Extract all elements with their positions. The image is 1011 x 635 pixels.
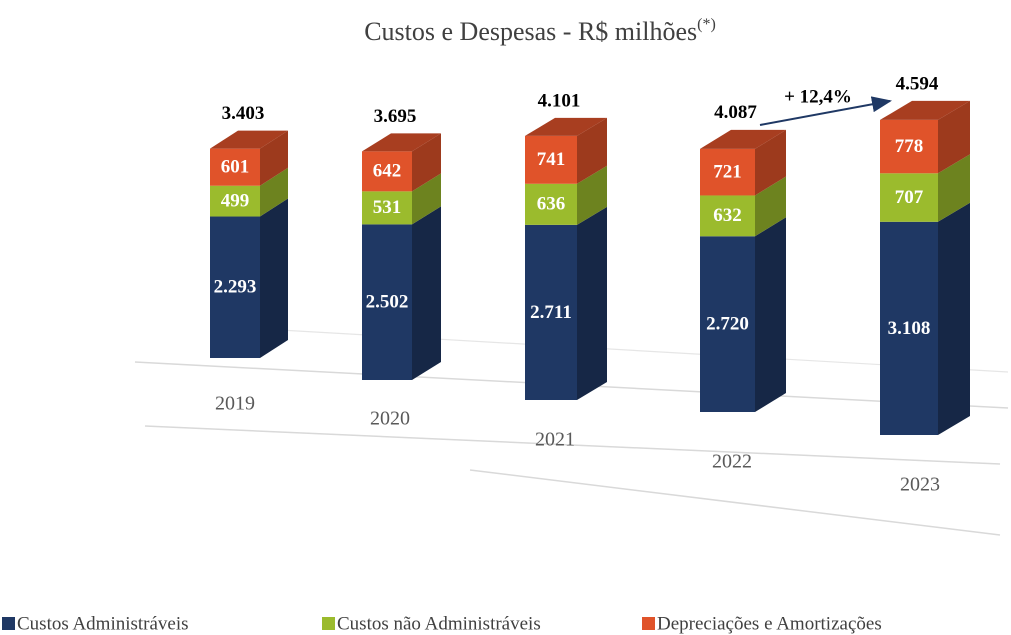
bar-segment-side [577,206,607,400]
value-label: 636 [537,194,566,215]
bar-segment [362,224,412,380]
bar-segment-side [412,206,441,380]
bar-segment [525,224,577,400]
value-label: 778 [895,136,924,157]
x-tick-label: 2023 [900,474,940,496]
value-label: 2.711 [530,302,572,323]
legend-label: Custos Administráveis [17,613,189,634]
x-tick-label: 2020 [370,408,410,430]
legend-label: Depreciações e Amortizações [657,613,882,634]
total-label: 4.594 [896,73,939,94]
bar-segment-side [755,129,786,196]
bar-segment [525,183,577,225]
bar-top [525,117,607,136]
bar-segment [700,195,755,237]
bar-segment [880,221,938,435]
bar-segment-side [938,154,970,222]
bar-segment [210,185,260,217]
bar-segment-side [938,202,970,435]
bar-segment-side [938,100,970,174]
bar-top [880,100,970,120]
bar-top [210,130,288,149]
value-label: 741 [537,149,566,170]
bar-top [700,129,786,149]
bar-segment-side [260,167,288,217]
value-label: 642 [373,161,402,182]
bar-segment [700,236,755,412]
total-label: 4.101 [538,90,581,111]
total-label: 3.695 [374,106,417,127]
bar-segment-side [412,133,441,192]
bar-segment-side [260,198,288,358]
bar-segment-side [577,165,607,225]
bar-segment [362,151,412,192]
value-label: 531 [373,197,402,218]
value-label: 2.720 [706,314,749,335]
bar-segment-side [755,217,786,412]
growth-arrow [759,96,892,126]
value-label: 2.502 [366,292,409,313]
bar-segment [525,135,577,184]
value-label: 499 [221,190,250,211]
total-label: 4.087 [714,102,757,123]
bar-segment [880,119,938,174]
bar-segment-side [577,117,607,184]
bar-segment [880,173,938,222]
floor-line [469,469,1001,536]
value-label: 707 [895,187,924,208]
annotation: + 12,4% [784,86,852,107]
value-label: 2.293 [214,277,257,298]
x-tick-label: 2021 [535,429,575,451]
legend-swatch [322,617,335,630]
legend-label: Custos não Administráveis [337,613,541,634]
bar-segment [210,216,260,358]
bar-segment-side [412,173,441,225]
bar-segment [362,191,412,225]
value-label: 601 [221,157,250,178]
value-label: 721 [713,162,742,183]
bar-segment [210,148,260,186]
total-label: 3.403 [222,103,265,124]
legend-swatch [642,617,655,630]
x-tick-label: 2019 [215,393,255,415]
title-text: Custos e Despesas - R$ milhões [364,17,697,46]
bar-segment [700,148,755,196]
title-superscript: (*) [697,16,716,33]
floor-line [144,425,1001,465]
x-tick-label: 2022 [712,451,752,473]
value-label: 632 [713,205,742,226]
value-label: 3.108 [888,318,931,339]
chart-title: Custos e Despesas - R$ milhões(*) [364,16,716,46]
bar-top [362,133,441,152]
legend-swatch [2,617,15,630]
bar-segment-side [755,176,786,237]
bar-segment-side [260,130,288,186]
